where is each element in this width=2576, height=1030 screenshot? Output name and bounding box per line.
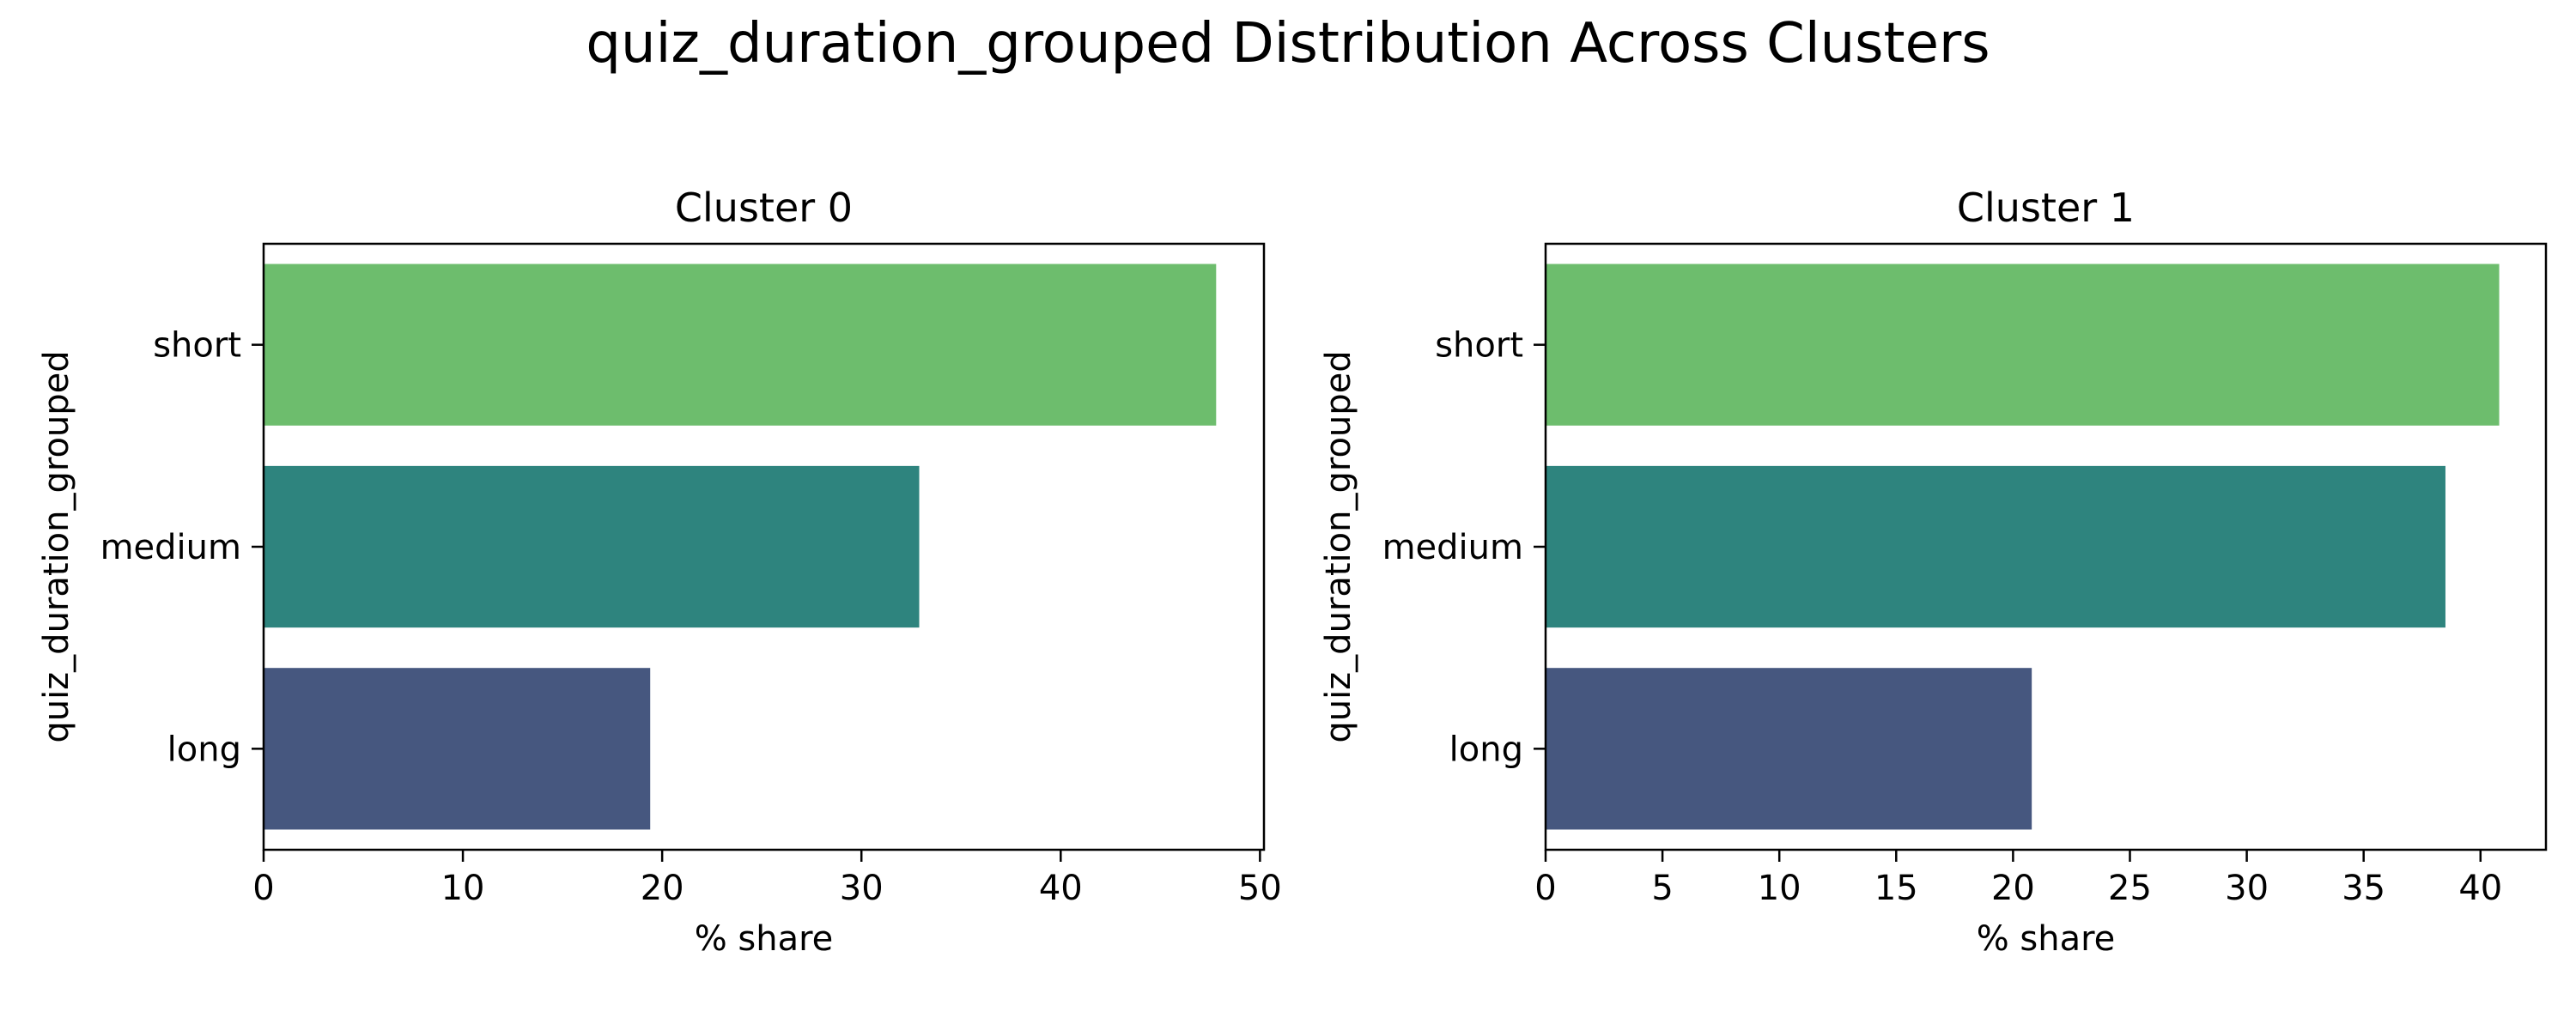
subplot-title: Cluster 1 <box>1957 185 2135 231</box>
bar-long <box>264 668 651 830</box>
x-tick-label: 40 <box>2458 869 2502 908</box>
x-tick-label: 50 <box>1238 869 1282 908</box>
x-tick-label: 0 <box>252 869 274 908</box>
bar-medium <box>1546 465 2445 628</box>
x-tick-label: 30 <box>2225 869 2269 908</box>
x-tick-label: 30 <box>840 869 884 908</box>
x-tick-label: 25 <box>2108 869 2152 908</box>
y-tick-label: medium <box>1382 528 1523 567</box>
y-tick-label: short <box>1435 326 1523 366</box>
x-tick-label: 0 <box>1534 869 1556 908</box>
y-axis-label: quiz_duration_grouped <box>37 350 76 742</box>
subplot-0: short medium long 0 10 20 30 40 50 Cluster 0 % sha… <box>37 185 1282 959</box>
y-tick-label: medium <box>100 528 241 567</box>
x-tick-label: 10 <box>1758 869 1801 908</box>
x-tick-label: 5 <box>1651 869 1673 908</box>
figure-title: quiz_duration_grouped Distribution Acros… <box>586 12 1990 76</box>
x-tick-label: 35 <box>2342 869 2385 908</box>
y-tick-label: long <box>1449 730 1523 769</box>
y-axis-label: quiz_duration_grouped <box>1319 350 1358 742</box>
y-tick-label: short <box>153 326 241 366</box>
y-tick-label: long <box>167 730 241 769</box>
x-tick-label: 20 <box>1991 869 2035 908</box>
bar-medium <box>264 465 920 628</box>
x-tick-label: 15 <box>1874 869 1918 908</box>
bar-long <box>1546 668 2032 830</box>
subplot-title: Cluster 0 <box>675 185 853 231</box>
x-tick-label: 10 <box>441 869 485 908</box>
x-axis-label: % share <box>1977 919 2116 959</box>
x-tick-label: 20 <box>641 869 684 908</box>
x-axis-label: % share <box>695 919 834 959</box>
bar-short <box>1546 264 2500 426</box>
x-tick-label: 40 <box>1039 869 1083 908</box>
bar-short <box>264 264 1217 426</box>
subplot-1: short medium long 0 5 10 15 20 25 30 35 40 Cluster 1… <box>1319 185 2548 959</box>
